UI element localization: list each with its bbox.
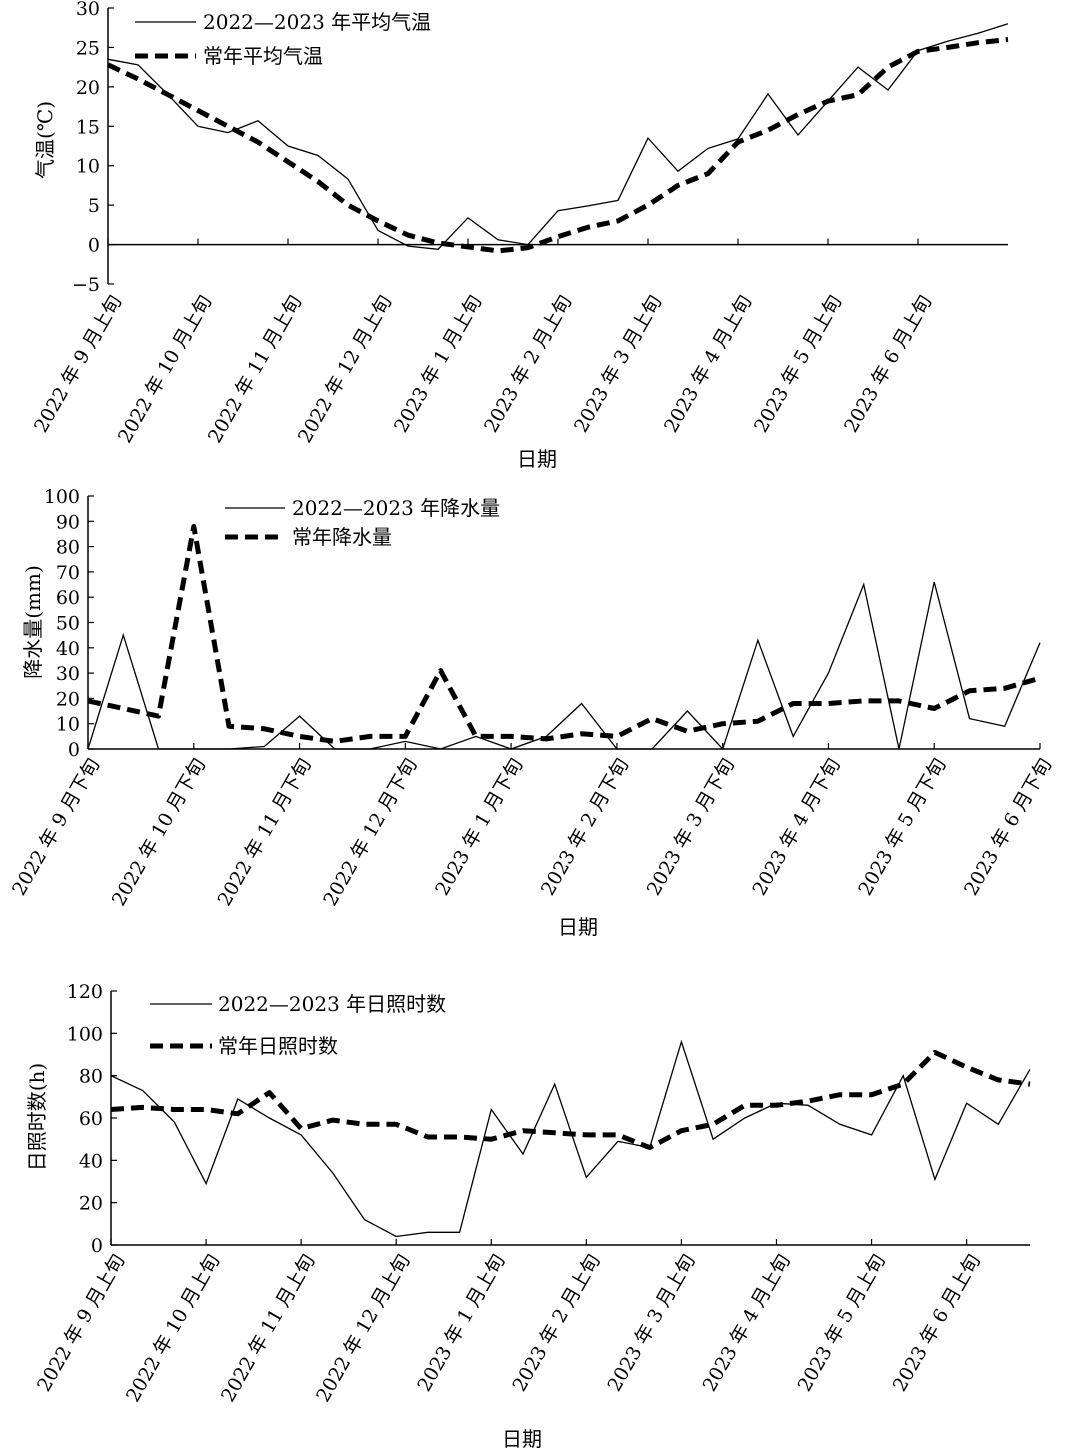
- precipitation-x-tick-label: 2023 年 6 月下旬: [960, 755, 1056, 900]
- temperature-x-tick-label: 2023 年 2 月上旬: [480, 292, 576, 437]
- temperature-legend: 2022—2023 年平均气温 常年平均气温: [135, 10, 431, 68]
- sunshine-chart: 日照时数(h) 日期 2022—2023 年日照时数 常年日照时数 0 20 40 6…: [25, 981, 1031, 1449]
- sunshine-x-tick-label: 2022 年 10 月上旬: [122, 1251, 224, 1406]
- sunshine-x-tick-label: 2022 年 9 月上旬: [33, 1251, 129, 1396]
- temperature-x-tick-label: 2023 年 5 月上旬: [750, 292, 846, 437]
- precipitation-x-tick-label: 2022 年 11 月下旬: [214, 755, 316, 910]
- temperature-x-tick-label: 2023 年 1 月上旬: [390, 292, 486, 437]
- sunshine-y-axis-title: 日照时数(h): [25, 1063, 49, 1172]
- sunshine-x-tick-label: 2023 年 1 月上旬: [413, 1251, 509, 1396]
- temperature-y-tick-label: 30: [76, 0, 100, 20]
- sunshine-y-tick-label: 60: [79, 1108, 103, 1130]
- sunshine-normal-series-line: [110, 1049, 1031, 1151]
- temperature-y-tick-label: 20: [76, 77, 100, 99]
- precipitation-y-tick-label: 50: [56, 613, 80, 635]
- legend-label-observed-sunshine: 2022—2023 年日照时数: [218, 992, 446, 1016]
- precipitation-y-tick-label: 70: [56, 562, 80, 584]
- precipitation-y-tick-label: 80: [56, 537, 80, 559]
- sunshine-x-tick-label: 2023 年 2 月上旬: [508, 1251, 604, 1396]
- sunshine-x-axis-title: 日期: [502, 1427, 542, 1449]
- legend-label-normal-precipitation: 常年降水量: [292, 525, 392, 549]
- precipitation-y-tick-label: 0: [68, 739, 80, 761]
- sunshine-y-tick-label: 20: [79, 1193, 103, 1215]
- legend-label-observed-temperature: 2022—2023 年平均气温: [203, 10, 431, 34]
- temperature-y-tick-label: 25: [76, 37, 100, 59]
- sunshine-x-tick-label: 2023 年 3 月上旬: [603, 1251, 699, 1396]
- precipitation-y-axis-title: 降水量(mm): [21, 565, 45, 679]
- temperature-x-tick-label: 2023 年 6 月上旬: [840, 292, 936, 437]
- temperature-x-axis-title: 日期: [517, 447, 557, 471]
- temperature-x-tick-label: 2022 年 9 月上旬: [30, 292, 126, 437]
- precipitation-x-tick-label: 2023 年 1 月下旬: [431, 755, 527, 900]
- precipitation-chart: 降水量(mm) 日期 2022—2023 年降水量 常年降水量 0 10 20 30 4…: [8, 486, 1056, 939]
- precipitation-y-tick-label: 10: [56, 714, 80, 736]
- sunshine-y-tick-label: 100: [67, 1023, 103, 1045]
- temperature-y-tick-label: 0: [88, 235, 100, 257]
- temperature-x-tick-label: 2022 年 11 月上旬: [204, 292, 306, 447]
- precipitation-x-tick-label: 2023 年 4 月下旬: [748, 755, 844, 900]
- sunshine-x-tick-label: 2023 年 4 月上旬: [698, 1251, 794, 1396]
- precipitation-x-tick-label: 2023 年 5 月下旬: [854, 754, 950, 899]
- temperature-observed-series-line: [107, 23, 1009, 250]
- temperature-y-axis-title: 气温(℃): [33, 101, 57, 179]
- legend-label-normal-temperature: 常年平均气温: [203, 44, 323, 68]
- precipitation-legend: 2022—2023 年降水量 常年降水量: [225, 496, 500, 549]
- precipitation-normal-series-line: [87, 523, 1041, 744]
- temperature-y-tick-label: −5: [72, 274, 100, 296]
- temperature-x-tick-label: 2023 年 4 月上旬: [660, 292, 756, 437]
- precipitation-x-tick-label: 2023 年 3 月下旬: [643, 755, 739, 900]
- temperature-y-tick-label: 5: [88, 195, 100, 217]
- temperature-normal-series-line: [106, 37, 1009, 254]
- temperature-x-tick-label: 2022 年 12 月上旬: [294, 292, 396, 447]
- precipitation-y-tick-label: 40: [56, 638, 80, 660]
- precipitation-y-tick-label: 90: [56, 511, 80, 533]
- sunshine-legend: 2022—2023 年日照时数 常年日照时数: [150, 992, 446, 1058]
- sunshine-y-tick-label: 120: [67, 981, 103, 1003]
- temperature-chart: 气温(℃) 日期 2022—2023 年平均气温 常年平均气温 −5 0 5 10 15…: [30, 0, 1009, 471]
- temperature-y-tick-label: 10: [76, 156, 100, 178]
- precipitation-y-tick-label: 60: [56, 587, 80, 609]
- precipitation-y-tick-label: 30: [56, 663, 80, 685]
- precipitation-y-tick-label: 100: [44, 486, 80, 508]
- precipitation-x-tick-label: 2022 年 12 月下旬: [319, 755, 421, 910]
- sunshine-x-tick-label: 2022 年 11 月上旬: [217, 1251, 319, 1406]
- precipitation-y-tick-label: 20: [56, 688, 80, 710]
- precipitation-x-axis-title: 日期: [558, 915, 598, 939]
- precipitation-x-tick-label: 2023 年 2 月下旬: [537, 755, 633, 900]
- sunshine-observed-series-line: [110, 1039, 1031, 1238]
- sunshine-y-tick-label: 40: [79, 1150, 103, 1172]
- sunshine-y-tick-label: 80: [79, 1066, 103, 1088]
- sunshine-x-tick-label: 2023 年 5 月上旬: [794, 1251, 890, 1396]
- precipitation-observed-series-line: [87, 581, 1041, 751]
- temperature-x-tick-label: 2023 年 3 月上旬: [570, 292, 666, 437]
- sunshine-y-tick-label: 0: [91, 1235, 103, 1257]
- legend-label-observed-precipitation: 2022—2023 年降水量: [292, 496, 500, 520]
- precipitation-x-tick-label: 2022 年 10 月下旬: [108, 755, 210, 910]
- precipitation-x-tick-label: 2022 年 9 月下旬: [8, 755, 104, 900]
- sunshine-x-tick-label: 2023 年 6 月上旬: [889, 1251, 985, 1396]
- temperature-x-tick-label: 2022 年 10 月上旬: [114, 292, 216, 447]
- temperature-y-tick-label: 15: [76, 116, 100, 138]
- sunshine-x-tick-label: 2022 年 12 月上旬: [312, 1251, 414, 1406]
- legend-label-normal-sunshine: 常年日照时数: [218, 1034, 338, 1058]
